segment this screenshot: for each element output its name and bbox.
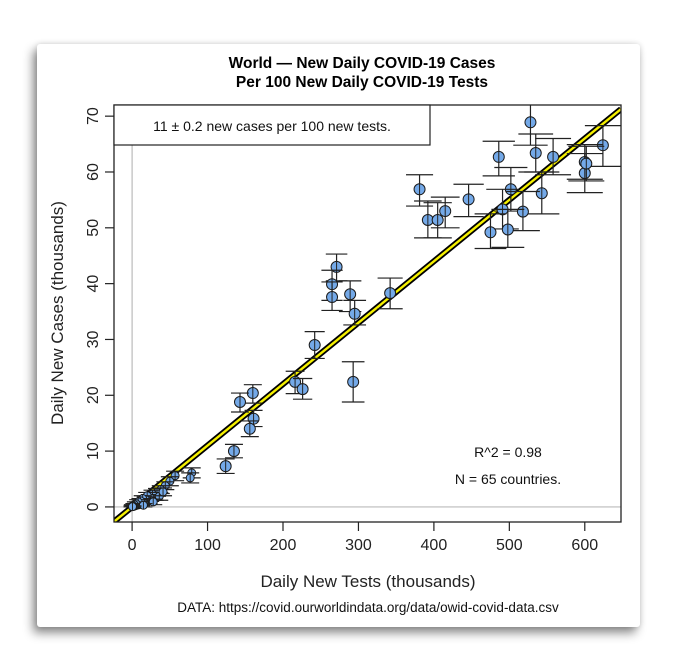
chart-title-line-1: World — New Daily COVID-19 Cases xyxy=(229,55,496,72)
x-tick-label: 100 xyxy=(194,537,221,554)
data-point xyxy=(474,213,507,250)
data-point xyxy=(423,202,452,239)
data-point xyxy=(230,392,249,413)
data-point xyxy=(568,145,605,182)
y-tick-label: 60 xyxy=(85,163,102,181)
x-tick-label: 500 xyxy=(496,537,523,554)
r-squared-annotation: R^2 = 0.98 xyxy=(474,444,542,460)
legend-frame xyxy=(113,104,431,146)
n-countries-annotation: N = 65 countries. xyxy=(455,471,561,487)
data-point xyxy=(321,281,343,312)
x-tick-label: 400 xyxy=(421,537,448,554)
y-tick-label: 10 xyxy=(85,442,102,460)
data-point xyxy=(123,502,142,512)
data-point xyxy=(513,105,548,146)
x-axis: 0 100 200 300 400 500 600 xyxy=(128,522,598,554)
x-axis-label: Daily New Tests (thousands) xyxy=(260,572,475,591)
data-point xyxy=(181,472,200,484)
data-point xyxy=(325,253,348,282)
y-tick-label: 30 xyxy=(85,330,102,348)
x-tick-label: 300 xyxy=(345,537,372,554)
data-point xyxy=(524,171,560,215)
fit-line xyxy=(114,106,621,522)
legend-box: 11 ± 0.2 new cases per 100 new tests. xyxy=(113,104,431,146)
data-point xyxy=(224,443,243,459)
y-axis: 0 10 20 30 40 50 60 70 xyxy=(85,107,114,511)
legend-text: 11 ± 0.2 new cases per 100 new tests. xyxy=(153,118,391,134)
data-points xyxy=(123,105,621,512)
y-tick-label: 0 xyxy=(85,502,102,511)
data-point xyxy=(406,174,434,207)
data-point xyxy=(338,280,362,313)
chart-title-line-2: Per 100 New Daily COVID-19 Tests xyxy=(236,74,488,91)
data-point xyxy=(505,190,540,232)
data-point xyxy=(341,361,365,403)
data-point xyxy=(304,331,325,360)
data-point xyxy=(343,299,367,326)
data-point xyxy=(144,497,163,507)
data-point xyxy=(292,377,313,400)
fit-line-core xyxy=(114,108,621,522)
data-point xyxy=(377,277,403,310)
data-point xyxy=(154,487,173,497)
data-point xyxy=(482,140,515,177)
y-tick-label: 40 xyxy=(85,275,102,293)
y-tick-label: 70 xyxy=(85,107,102,125)
x-tick-label: 200 xyxy=(270,537,297,554)
data-point xyxy=(453,183,484,218)
y-tick-label: 20 xyxy=(85,386,102,404)
reference-lines xyxy=(114,105,621,522)
data-point xyxy=(535,137,572,176)
data-point xyxy=(216,458,235,475)
x-tick-label: 0 xyxy=(128,537,137,554)
data-source: DATA: https://covid.ourworldindata.org/d… xyxy=(177,600,559,615)
data-point xyxy=(243,384,262,404)
y-tick-label: 50 xyxy=(85,219,102,237)
data-point xyxy=(491,208,525,248)
data-point xyxy=(240,420,259,438)
x-tick-label: 600 xyxy=(571,537,598,554)
y-axis-label: Daily New Cases (thousands) xyxy=(48,201,67,425)
